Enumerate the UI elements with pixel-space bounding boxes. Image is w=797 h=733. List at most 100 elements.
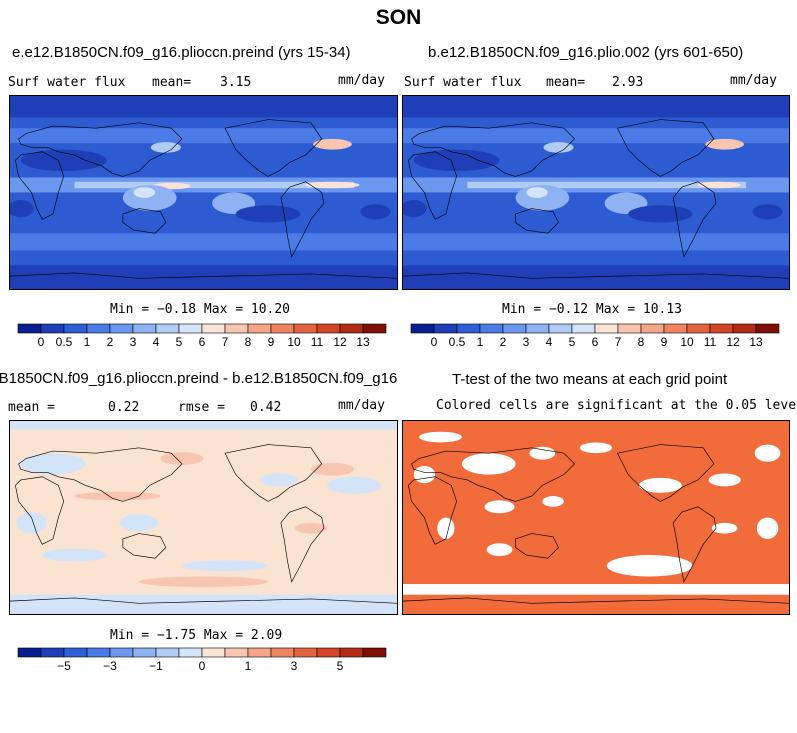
colorbar-right-tick-label: 5 bbox=[569, 335, 576, 349]
colorbar-right-tick-label: 8 bbox=[638, 335, 645, 349]
colorbar-left-swatch bbox=[63, 323, 88, 334]
units-right: mm/day bbox=[730, 73, 777, 88]
colorbar-diff-swatch bbox=[316, 647, 341, 658]
colorbar-right-swatch bbox=[686, 323, 711, 334]
min-max-right: Min = −0.12 Max = 10.13 bbox=[502, 302, 683, 317]
colorbar-right-tick-label: 13 bbox=[749, 335, 763, 349]
min-max-left: Min = −0.18 Max = 10.20 bbox=[110, 302, 291, 317]
figure-title: SON bbox=[375, 6, 422, 29]
colorbar-right-tick-label: 11 bbox=[704, 335, 717, 349]
colorbar-left-tick-label: 6 bbox=[199, 335, 206, 349]
colorbar-left-swatch bbox=[316, 323, 341, 334]
colorbar-diff-tick-label: −5 bbox=[57, 659, 71, 673]
case-title-diff: e.e12.B1850CN.f09_g16.plioccn.preind - b… bbox=[0, 370, 398, 387]
colorbar-left-swatch bbox=[247, 323, 272, 334]
colorbar-left-swatch bbox=[362, 323, 387, 334]
colorbar-left-swatch bbox=[293, 323, 318, 334]
colorbar-diff-swatch bbox=[132, 647, 157, 658]
colorbar-right-tick-label: 6 bbox=[592, 335, 599, 349]
colorbar-diff-tick-label: −3 bbox=[103, 659, 117, 673]
colorbar-left-tick-label: 8 bbox=[245, 335, 252, 349]
colorbar-right-tick-label: 0.5 bbox=[449, 335, 466, 349]
colorbar-right-swatch bbox=[502, 323, 527, 334]
colorbar-right-swatch bbox=[617, 323, 642, 334]
colorbar-diff-swatch bbox=[155, 647, 180, 658]
colorbar-right-swatch bbox=[548, 323, 573, 334]
ttest-subtitle: Colored cells are significant at the 0.0… bbox=[436, 398, 797, 413]
colorbar-left-tick-label: 10 bbox=[287, 335, 301, 349]
min-max-diff: Min = −1.75 Max = 2.09 bbox=[110, 628, 283, 643]
colorbar-left-swatch bbox=[17, 323, 42, 334]
colorbar-right-swatch bbox=[410, 323, 435, 334]
colorbar-diff-tick-label: 5 bbox=[337, 659, 344, 673]
colorbar-left-swatch bbox=[178, 323, 203, 334]
colorbar-diff-tick-label: 0 bbox=[199, 659, 206, 673]
colorbar-right-tick-label: 9 bbox=[661, 335, 668, 349]
colorbar-diff-swatch bbox=[17, 647, 42, 658]
colorbar-right-tick-label: 12 bbox=[726, 335, 740, 349]
colorbar-left-swatch bbox=[109, 323, 134, 334]
colorbar-difference: −5 −3 −1 0 1 3 5 bbox=[17, 647, 387, 676]
colorbar-right-swatch bbox=[594, 323, 619, 334]
colorbar-right-tick-label: 1 bbox=[477, 335, 484, 349]
colorbar-right-swatch bbox=[433, 323, 458, 334]
colorbar-diff-swatch bbox=[270, 647, 295, 658]
colorbar-right-tick-label: 7 bbox=[615, 335, 622, 349]
units-diff: mm/day bbox=[338, 398, 385, 413]
colorbar-diff-swatch bbox=[293, 647, 318, 658]
colorbar-right-swatch bbox=[456, 323, 481, 334]
colorbar-left-tick-label: 2 bbox=[107, 335, 114, 349]
colorbar-right-tick-label: 4 bbox=[546, 335, 553, 349]
case-title-right: b.e12.B1850CN.f09_g16.plio.002 (yrs 601-… bbox=[428, 44, 744, 61]
diff-rmse-label: rmse = bbox=[178, 400, 225, 415]
ttest-map bbox=[403, 421, 789, 614]
units-left: mm/day bbox=[338, 73, 385, 88]
colorbar-right-swatch bbox=[571, 323, 596, 334]
colorbar-right-tick-label: 2 bbox=[500, 335, 507, 349]
colorbar-right-swatch bbox=[479, 323, 504, 334]
colorbar-left-tick-label: 13 bbox=[356, 335, 370, 349]
colorbar-left-swatch bbox=[270, 323, 295, 334]
colorbar-diff-swatch bbox=[40, 647, 65, 658]
diff-rmse-value: 0.42 bbox=[250, 400, 282, 415]
colorbar-left-tick-label: 0 bbox=[38, 335, 45, 349]
colorbar-diff-tick-label: 1 bbox=[245, 659, 252, 673]
colorbar-right-tick-label: 3 bbox=[523, 335, 530, 349]
colorbar-right-swatch bbox=[640, 323, 665, 334]
colorbar-right-swatch bbox=[525, 323, 550, 334]
colorbar-diff-tick-label: 3 bbox=[291, 659, 298, 673]
precip-map-left bbox=[10, 96, 397, 289]
colorbar-right-swatch bbox=[663, 323, 688, 334]
colorbar-diff-swatch bbox=[109, 647, 134, 658]
colorbar-left-tick-label: 4 bbox=[153, 335, 160, 349]
colorbar-svg-right: 0 0.5 1 2 3 4 5 6 7 8 9 10 11 12 13 bbox=[410, 323, 780, 349]
colorbar-diff-swatch bbox=[201, 647, 226, 658]
colorbar-left-swatch bbox=[132, 323, 157, 334]
colorbar-absolute-right: 0 0.5 1 2 3 4 5 6 7 8 9 10 11 12 13 bbox=[410, 323, 780, 352]
colorbar-right-tick-label: 10 bbox=[680, 335, 694, 349]
map-significance bbox=[402, 420, 790, 615]
colorbar-diff-swatch bbox=[63, 647, 88, 658]
colorbar-diff-swatch bbox=[362, 647, 387, 658]
colorbar-right-swatch bbox=[732, 323, 757, 334]
colorbar-left-swatch bbox=[201, 323, 226, 334]
diff-mean-value: 0.22 bbox=[108, 400, 140, 415]
colorbar-right-tick-label: 0 bbox=[431, 335, 438, 349]
colorbar-left-tick-label: 9 bbox=[268, 335, 275, 349]
mean-value-left: 3.15 bbox=[220, 75, 252, 90]
colorbar-left-tick-label: 1 bbox=[84, 335, 91, 349]
colorbar-left-swatch bbox=[40, 323, 65, 334]
ttest-title: T-test of the two means at each grid poi… bbox=[452, 371, 728, 388]
colorbar-left-swatch bbox=[155, 323, 180, 334]
precip-map-right bbox=[403, 96, 789, 289]
colorbar-right-swatch bbox=[709, 323, 734, 334]
colorbar-diff-swatch bbox=[339, 647, 364, 658]
colorbar-diff-swatch bbox=[247, 647, 272, 658]
diff-mean-label: mean = bbox=[8, 400, 55, 415]
colorbar-svg-left: 0 0.5 1 2 3 4 5 6 7 8 9 10 11 12 13 bbox=[17, 323, 387, 349]
colorbar-diff-swatch bbox=[224, 647, 249, 658]
colorbar-left-tick-label: 7 bbox=[222, 335, 229, 349]
colorbar-right-swatch bbox=[755, 323, 780, 334]
colorbar-left-tick-label: 11 bbox=[311, 335, 324, 349]
mean-label-right: mean= bbox=[546, 75, 586, 90]
